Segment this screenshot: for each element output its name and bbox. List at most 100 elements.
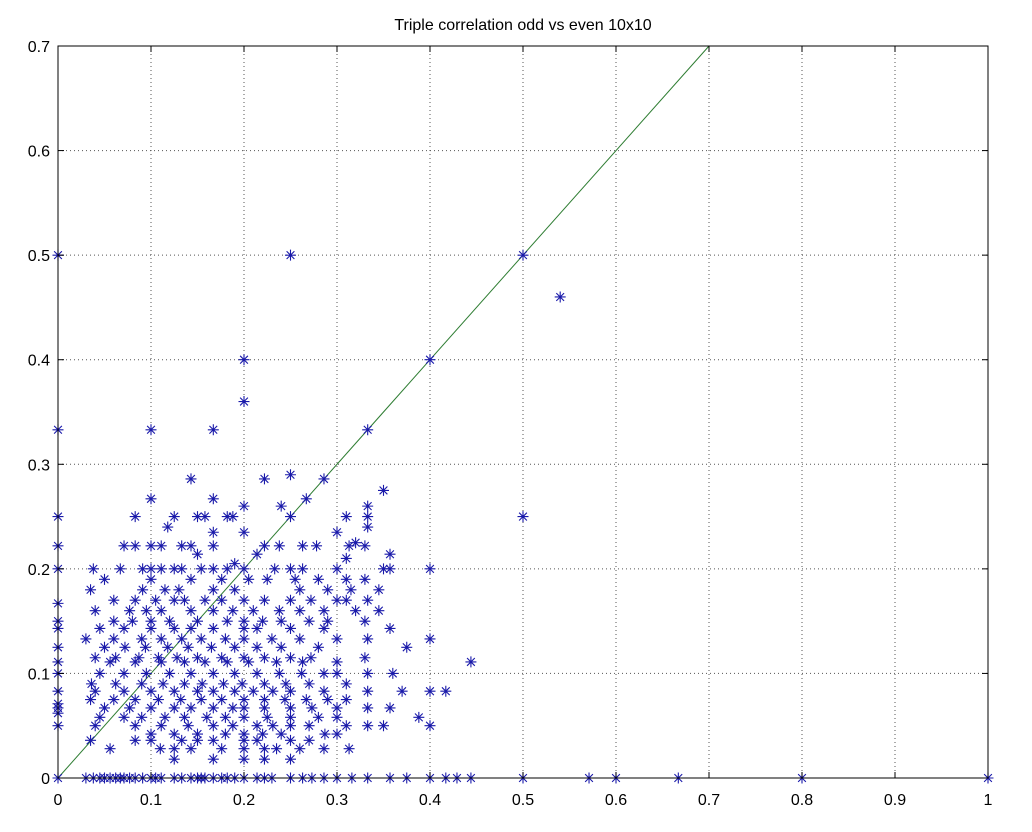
scatter-point xyxy=(362,594,374,606)
scatter-point xyxy=(221,511,233,523)
scatter-point xyxy=(171,652,183,664)
scatter-point xyxy=(362,511,374,523)
scatter-point xyxy=(85,678,97,690)
scatter-point xyxy=(207,720,219,732)
scatter-point xyxy=(218,678,230,690)
scatter-point xyxy=(413,711,425,723)
scatter-point xyxy=(110,678,122,690)
y-axis-ticks: 0 0.1 0.2 0.3 0.4 0.5 0.6 0.7 xyxy=(28,39,988,788)
scatter-point xyxy=(136,633,148,645)
y-tick-label: 0 xyxy=(41,771,50,788)
scatter-point xyxy=(185,702,197,714)
x-tick-label: 0.9 xyxy=(884,792,906,809)
x-tick-label: 0.7 xyxy=(698,792,720,809)
scatter-point xyxy=(118,685,130,697)
scatter-point xyxy=(145,734,157,746)
scatter-point xyxy=(176,633,188,645)
scatter-point xyxy=(340,678,352,690)
scatter-point xyxy=(340,573,352,585)
scatter-point xyxy=(267,685,279,697)
scatter-point xyxy=(285,753,296,765)
scatter-point xyxy=(85,694,97,706)
scatter-point xyxy=(85,584,97,596)
scatter-point xyxy=(182,641,194,653)
scatter-point xyxy=(195,563,207,575)
scatter-point xyxy=(168,563,180,575)
scatter-point xyxy=(207,685,219,697)
y-tick-label: 0.4 xyxy=(28,353,50,370)
scatter-point xyxy=(345,584,357,596)
scatter-point xyxy=(80,633,92,645)
scatter-point xyxy=(227,720,239,732)
scatter-point xyxy=(192,734,203,746)
x-tick-label: 0.4 xyxy=(419,792,441,809)
scatter-point xyxy=(258,540,270,552)
scatter-point xyxy=(238,694,250,706)
scatter-point xyxy=(118,667,130,679)
scatter-point xyxy=(396,685,408,697)
scatter-point xyxy=(178,594,190,606)
scatter-point xyxy=(168,743,180,755)
scatter-point xyxy=(176,563,188,575)
scatter-point xyxy=(273,667,285,679)
scatter-point xyxy=(517,249,529,261)
scatter-point xyxy=(129,694,141,706)
chart-title: Triple correlation odd vs even 10x10 xyxy=(394,17,651,34)
scatter-point xyxy=(384,702,396,714)
scatter-point xyxy=(87,563,99,575)
scatter-point xyxy=(285,469,296,481)
scatter-point xyxy=(145,728,157,740)
x-tick-label: 0.6 xyxy=(605,792,627,809)
scatter-point xyxy=(140,605,152,617)
scatter-point xyxy=(424,633,436,645)
scatter-point xyxy=(331,633,343,645)
scatter-point xyxy=(207,540,219,552)
scatter-point xyxy=(176,540,188,552)
scatter-point xyxy=(227,605,239,617)
scatter-point xyxy=(207,493,219,505)
reference-line-y-equals-x xyxy=(57,45,710,779)
scatter-point xyxy=(305,652,317,664)
scatter-point xyxy=(359,573,371,585)
scatter-point xyxy=(238,615,250,627)
scatter-point xyxy=(89,605,101,617)
scatter-point xyxy=(238,753,250,765)
scatter-point xyxy=(129,540,141,552)
scatter-point xyxy=(173,584,185,596)
scatter-point xyxy=(350,537,362,549)
scatter-point xyxy=(227,511,239,523)
scatter-point xyxy=(108,594,120,606)
scatter-point xyxy=(229,641,241,653)
scatter-point xyxy=(207,526,219,538)
scatter-point xyxy=(362,720,374,732)
y-tick-label: 0.7 xyxy=(28,39,50,56)
scatter-point xyxy=(238,743,250,755)
scatter-point xyxy=(207,563,219,575)
scatter-point xyxy=(104,743,116,755)
scatter-point xyxy=(243,656,255,668)
scatter-point xyxy=(118,711,130,723)
scatter-point xyxy=(157,678,169,690)
scatter-point xyxy=(110,652,122,664)
scatter-point xyxy=(275,641,287,653)
scatter-point xyxy=(238,622,250,634)
scatter-point xyxy=(243,573,255,585)
scatter-point xyxy=(331,711,343,723)
scatter-point xyxy=(137,563,149,575)
scatter-point xyxy=(331,702,343,714)
scatter-point xyxy=(305,594,317,606)
scatter-point xyxy=(168,728,180,740)
scatter-point xyxy=(99,573,110,585)
scatter-point xyxy=(207,622,219,634)
scatter-point xyxy=(517,511,529,523)
scatter-point xyxy=(201,711,213,723)
scatter-point xyxy=(294,584,306,596)
scatter-point xyxy=(89,652,101,664)
scatter-point xyxy=(216,594,228,606)
scatter-point xyxy=(258,743,270,755)
scatter-point xyxy=(99,702,110,714)
scatter-point xyxy=(168,594,180,606)
x-axis-ticks: 0 0.1 0.2 0.3 0.4 0.5 0.6 0.7 0.8 0.9 1 xyxy=(54,46,993,809)
scatter-point xyxy=(258,702,270,714)
scatter-point xyxy=(331,594,343,606)
